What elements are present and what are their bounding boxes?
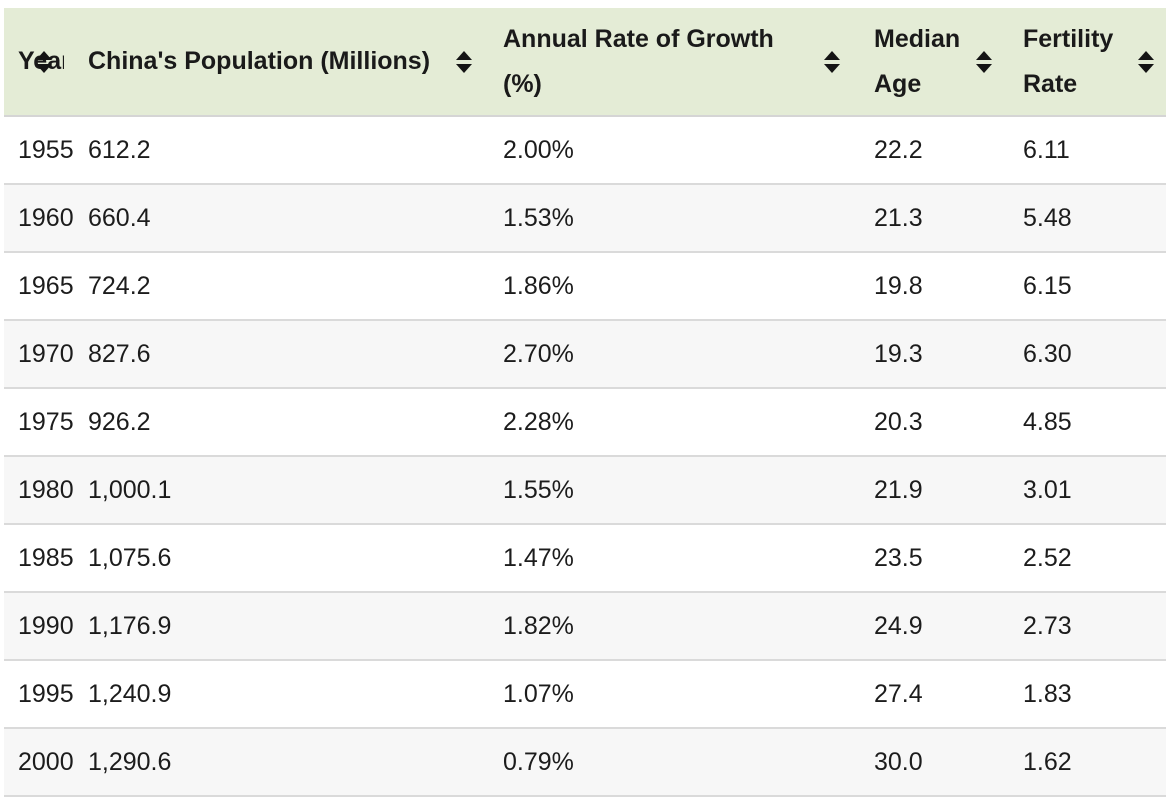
- table-row: 1990 1,176.9 1.82% 24.9 2.73: [4, 592, 1166, 660]
- column-header-population[interactable]: China's Population (Millions): [64, 8, 484, 117]
- cell-population: 660.4: [88, 203, 151, 232]
- table-row: 1960 660.4 1.53% 21.3 5.48: [4, 184, 1166, 252]
- table-row: 1970 827.6 2.70% 19.3 6.30: [4, 320, 1166, 388]
- cell-population: 1,000.1: [88, 475, 172, 504]
- sort-up-icon: [456, 50, 472, 60]
- cell-fertility-rate: 1.83: [1023, 679, 1072, 708]
- column-header-label: Annual Rate of Growth (%): [503, 24, 774, 98]
- cell-fertility-rate: 6.15: [1023, 271, 1072, 300]
- cell-median-age: 30.0: [874, 747, 923, 776]
- table-row: 1965 724.2 1.86% 19.8 6.15: [4, 252, 1166, 320]
- cell-fertility-rate: 5.48: [1023, 203, 1072, 232]
- column-header-label: Fertility Rate: [1023, 24, 1114, 98]
- sort-down-icon: [36, 63, 52, 73]
- cell-year: 1980: [18, 475, 74, 504]
- sort-down-icon: [976, 63, 992, 73]
- sort-up-icon: [976, 50, 992, 60]
- cell-growth-rate: 1.82%: [503, 611, 574, 640]
- sort-down-icon: [456, 63, 472, 73]
- table-row: 1980 1,000.1 1.55% 21.9 3.01: [4, 456, 1166, 524]
- cell-population: 1,075.6: [88, 543, 172, 572]
- cell-growth-rate: 1.07%: [503, 679, 574, 708]
- cell-year: 1970: [18, 339, 74, 368]
- cell-median-age: 20.3: [874, 407, 923, 436]
- sort-up-icon: [1138, 50, 1154, 60]
- cell-median-age: 23.5: [874, 543, 923, 572]
- table-row: 1975 926.2 2.28% 20.3 4.85: [4, 388, 1166, 456]
- cell-population: 1,176.9: [88, 611, 172, 640]
- sort-arrows-icon[interactable]: [456, 50, 472, 73]
- cell-growth-rate: 2.70%: [503, 339, 574, 368]
- cell-median-age: 19.8: [874, 271, 923, 300]
- cell-year: 2000: [18, 747, 74, 776]
- header-row: Year China's Population (Millions) Annua…: [4, 8, 1166, 117]
- sort-up-icon: [36, 50, 52, 60]
- cell-median-age: 21.3: [874, 203, 923, 232]
- column-header-median-age[interactable]: Median Age: [852, 8, 1004, 117]
- cell-fertility-rate: 2.52: [1023, 543, 1072, 572]
- cell-year: 1965: [18, 271, 74, 300]
- table-body: 1955 612.2 2.00% 22.2 6.11 1960 660.4 1.…: [4, 116, 1166, 796]
- table-row: 2000 1,290.6 0.79% 30.0 1.62: [4, 728, 1166, 796]
- column-header-fertility-rate[interactable]: Fertility Rate: [1004, 8, 1166, 117]
- sort-down-icon: [824, 63, 840, 73]
- cell-year: 1955: [18, 135, 74, 164]
- cell-fertility-rate: 2.73: [1023, 611, 1072, 640]
- cell-growth-rate: 1.55%: [503, 475, 574, 504]
- cell-fertility-rate: 6.11: [1023, 135, 1070, 164]
- table-row: 1955 612.2 2.00% 22.2 6.11: [4, 116, 1166, 184]
- column-header-label: Median Age: [874, 24, 961, 98]
- cell-population: 724.2: [88, 271, 151, 300]
- cell-growth-rate: 1.53%: [503, 203, 574, 232]
- cell-growth-rate: 2.28%: [503, 407, 574, 436]
- cell-year: 1960: [18, 203, 74, 232]
- cell-growth-rate: 2.00%: [503, 135, 574, 164]
- cell-fertility-rate: 3.01: [1023, 475, 1072, 504]
- cell-population: 1,290.6: [88, 747, 172, 776]
- cell-median-age: 22.2: [874, 135, 923, 164]
- cell-growth-rate: 1.86%: [503, 271, 574, 300]
- cell-year: 1995: [18, 679, 74, 708]
- cell-population: 827.6: [88, 339, 151, 368]
- sort-arrows-icon[interactable]: [36, 50, 52, 73]
- population-table-container: Year China's Population (Millions) Annua…: [4, 8, 1166, 797]
- cell-growth-rate: 1.47%: [503, 543, 574, 572]
- population-table: Year China's Population (Millions) Annua…: [4, 8, 1166, 797]
- cell-year: 1975: [18, 407, 74, 436]
- cell-population: 1,240.9: [88, 679, 172, 708]
- column-header-growth-rate[interactable]: Annual Rate of Growth (%): [484, 8, 852, 117]
- cell-median-age: 19.3: [874, 339, 923, 368]
- cell-fertility-rate: 1.62: [1023, 747, 1072, 776]
- sort-arrows-icon[interactable]: [976, 50, 992, 73]
- column-header-year[interactable]: Year: [4, 8, 71, 117]
- cell-year: 1990: [18, 611, 74, 640]
- cell-median-age: 24.9: [874, 611, 923, 640]
- table-row: 1985 1,075.6 1.47% 23.5 2.52: [4, 524, 1166, 592]
- cell-year: 1985: [18, 543, 74, 572]
- cell-median-age: 27.4: [874, 679, 923, 708]
- sort-down-icon: [1138, 63, 1154, 73]
- sort-arrows-icon[interactable]: [824, 50, 840, 73]
- cell-population: 926.2: [88, 407, 151, 436]
- cell-growth-rate: 0.79%: [503, 747, 574, 776]
- table-header: Year China's Population (Millions) Annua…: [4, 8, 1166, 117]
- sort-up-icon: [824, 50, 840, 60]
- cell-population: 612.2: [88, 135, 151, 164]
- cell-median-age: 21.9: [874, 475, 923, 504]
- column-header-label: China's Population (Millions): [88, 47, 431, 75]
- table-row: 1995 1,240.9 1.07% 27.4 1.83: [4, 660, 1166, 728]
- sort-arrows-icon[interactable]: [1138, 50, 1154, 73]
- cell-fertility-rate: 6.30: [1023, 339, 1072, 368]
- cell-fertility-rate: 4.85: [1023, 407, 1072, 436]
